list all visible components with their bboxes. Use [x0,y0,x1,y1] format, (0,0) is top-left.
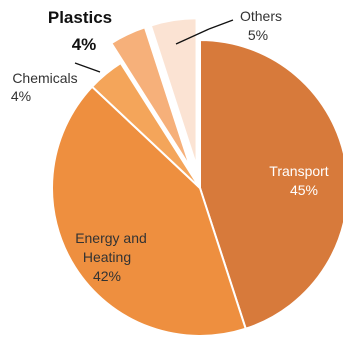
pie-slice-chemicals [90,61,201,189]
label-chemicals-pct: 4% [11,88,31,104]
label-transport-pct: 45% [290,182,318,198]
leader-line-chemicals [74,62,101,73]
pie-slice-transport [199,38,343,331]
pie-slices [51,17,343,337]
label-plastics: Plastics [48,8,112,27]
leader-line-others-2 [175,28,210,45]
label-energy-line1: Energy and [75,230,147,246]
pie-slice-others [149,17,198,167]
label-energy-pct: 42% [93,268,121,284]
label-chemicals: Chemicals [12,70,77,86]
pie-slice-plastics [109,26,192,169]
label-transport: Transport [269,163,329,179]
pie-slice-energy-and-heating [51,85,247,337]
label-plastics-pct: 4% [72,35,97,54]
label-others: Others [240,8,282,24]
label-energy-line2: Heating [83,249,131,265]
leader-line-others [208,19,234,30]
label-others-pct: 5% [248,27,268,43]
